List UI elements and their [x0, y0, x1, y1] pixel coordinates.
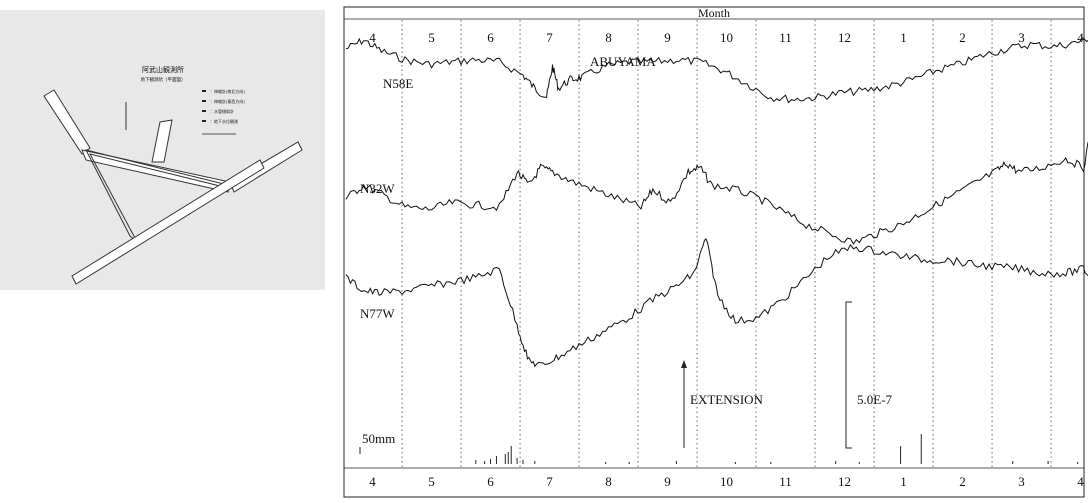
map-legend-item-3: ：水管傾斜計	[210, 108, 234, 114]
month-tick-top: 3	[1018, 30, 1025, 45]
month-tick-top: 6	[487, 30, 494, 45]
month-tick-top: 4	[1077, 30, 1084, 45]
rainfall-bars	[475, 434, 1079, 464]
series-line-n32w	[345, 141, 1088, 245]
extension-label: EXTENSION	[690, 392, 764, 407]
month-tick-bottom: 4	[369, 474, 376, 489]
month-tick-bottom: 11	[779, 474, 792, 489]
series-lines	[345, 36, 1088, 368]
month-tick-bottom: 1	[900, 474, 907, 489]
map-title: 阿武山観測所	[142, 65, 184, 74]
month-tick-bottom: 5	[428, 474, 435, 489]
month-tick-bottom: 9	[664, 474, 671, 489]
map-legend-item-1: ：伸縮計(南北方向)	[210, 88, 245, 94]
chart-frame	[343, 6, 1085, 498]
tunnel-map-panel: 阿武山観測所 地下観測坑（平面図） ：伸縮計(南北方向) ：伸縮計(東西方向) …	[0, 10, 325, 290]
month-tick-top: 2	[959, 30, 966, 45]
month-tick-bottom: 2	[959, 474, 966, 489]
map-legend-item-2: ：伸縮計(東西方向)	[210, 98, 245, 104]
month-tick-top: 4	[369, 30, 376, 45]
month-tick-bottom: 10	[720, 474, 733, 489]
month-tick-top: 9	[664, 30, 671, 45]
chart-title: Month	[698, 6, 730, 20]
month-tick-bottom: 12	[838, 474, 851, 489]
series-labels: N58E N32W N77W	[360, 76, 413, 321]
rain-scale-label: 50mm	[362, 431, 395, 446]
series-line-n58e	[345, 36, 1088, 104]
month-tick-top: 10	[720, 30, 733, 45]
month-tick-bottom: 8	[605, 474, 612, 489]
month-ticks-top: 4 5 6 7 8 9 10 11 12 1 2 3 4	[369, 30, 1084, 45]
series-label-n77w: N77W	[360, 306, 395, 321]
month-tick-top: 11	[779, 30, 792, 45]
tunnel-map-drawing: 阿武山観測所 地下観測坑（平面図） ：伸縮計(南北方向) ：伸縮計(東西方向) …	[43, 65, 303, 285]
map-subtitle: 地下観測坑（平面図）	[141, 76, 186, 83]
month-tick-top: 1	[900, 30, 907, 45]
month-tick-top: 12	[838, 30, 851, 45]
month-tick-top: 8	[605, 30, 612, 45]
extension-arrowhead-icon	[681, 360, 687, 368]
station-label: ABUYAMA	[590, 54, 656, 69]
series-label-n32w: N32W	[360, 181, 395, 196]
month-tick-bottom: 7	[546, 474, 553, 489]
strain-scale-label: 5.0E-7	[857, 392, 893, 407]
tunnel-outline	[43, 89, 303, 285]
month-tick-bottom: 3	[1018, 474, 1025, 489]
month-tick-top: 7	[546, 30, 553, 45]
series-line-n77w	[345, 238, 1088, 368]
month-tick-bottom: 6	[487, 474, 494, 489]
month-tick-top: 5	[428, 30, 435, 45]
map-legend: ：伸縮計(南北方向) ：伸縮計(東西方向) ：水管傾斜計 ：地下水位観測	[202, 88, 245, 135]
strain-scale-bar	[845, 301, 852, 449]
series-label-n58e: N58E	[383, 76, 413, 91]
month-ticks-bottom: 4 5 6 7 8 9 10 11 12 1 2 3 4	[369, 474, 1084, 489]
map-legend-item-4: ：地下水位観測	[210, 118, 238, 124]
month-tick-bottom: 4	[1077, 474, 1084, 489]
